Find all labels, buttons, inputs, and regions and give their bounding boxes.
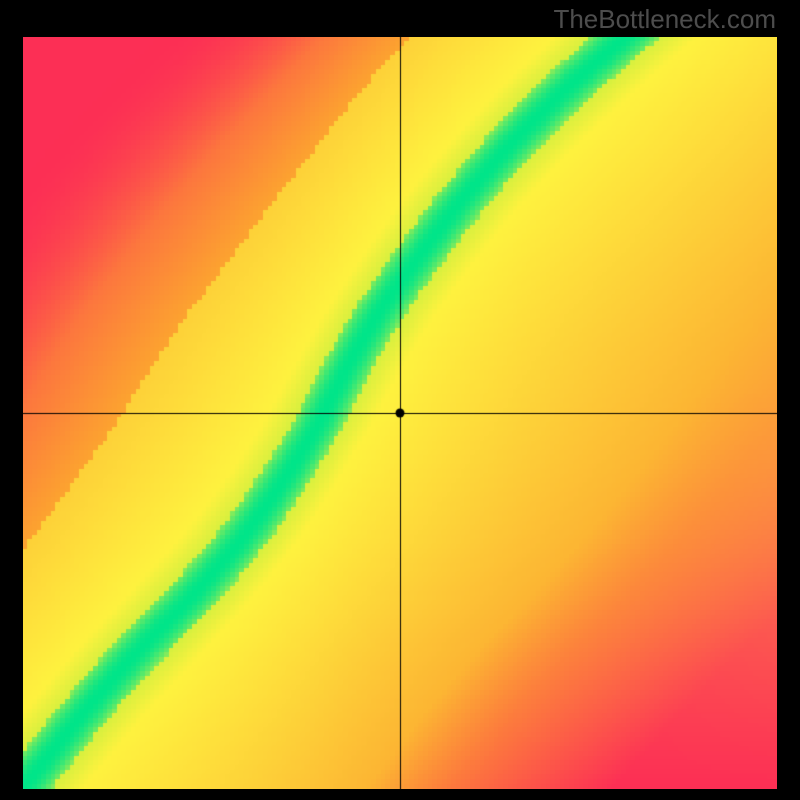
- bottleneck-heatmap: [23, 37, 777, 789]
- watermark-text: TheBottleneck.com: [553, 4, 776, 35]
- chart-container: { "meta": { "width_px": 800, "height_px"…: [0, 0, 800, 800]
